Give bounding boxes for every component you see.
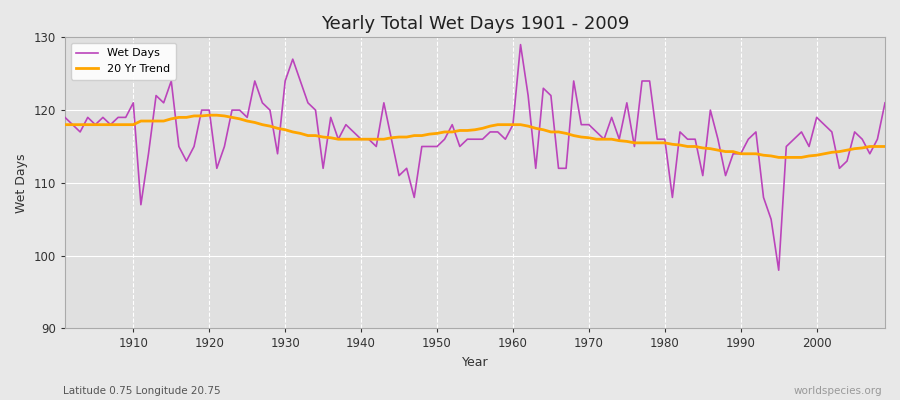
Wet Days bbox=[500, 137, 511, 142]
Wet Days bbox=[508, 122, 518, 127]
20 Yr Trend bbox=[59, 122, 70, 127]
Y-axis label: Wet Days: Wet Days bbox=[15, 153, 28, 213]
Wet Days bbox=[287, 57, 298, 62]
20 Yr Trend bbox=[203, 113, 214, 118]
X-axis label: Year: Year bbox=[462, 356, 489, 369]
Line: Wet Days: Wet Days bbox=[65, 45, 885, 270]
20 Yr Trend bbox=[121, 122, 131, 127]
20 Yr Trend bbox=[508, 122, 518, 127]
Legend: Wet Days, 20 Yr Trend: Wet Days, 20 Yr Trend bbox=[70, 43, 176, 80]
Text: Latitude 0.75 Longitude 20.75: Latitude 0.75 Longitude 20.75 bbox=[63, 386, 220, 396]
Title: Yearly Total Wet Days 1901 - 2009: Yearly Total Wet Days 1901 - 2009 bbox=[320, 15, 629, 33]
20 Yr Trend bbox=[773, 155, 784, 160]
Wet Days bbox=[879, 100, 890, 105]
20 Yr Trend bbox=[515, 122, 526, 127]
20 Yr Trend bbox=[879, 144, 890, 149]
Wet Days bbox=[121, 115, 131, 120]
Wet Days bbox=[515, 42, 526, 47]
Wet Days bbox=[59, 115, 70, 120]
Wet Days bbox=[333, 137, 344, 142]
Wet Days bbox=[773, 268, 784, 272]
20 Yr Trend bbox=[607, 137, 617, 142]
Wet Days bbox=[607, 115, 617, 120]
Text: worldspecies.org: worldspecies.org bbox=[794, 386, 882, 396]
20 Yr Trend bbox=[295, 131, 306, 136]
Line: 20 Yr Trend: 20 Yr Trend bbox=[65, 115, 885, 158]
20 Yr Trend bbox=[340, 137, 351, 142]
